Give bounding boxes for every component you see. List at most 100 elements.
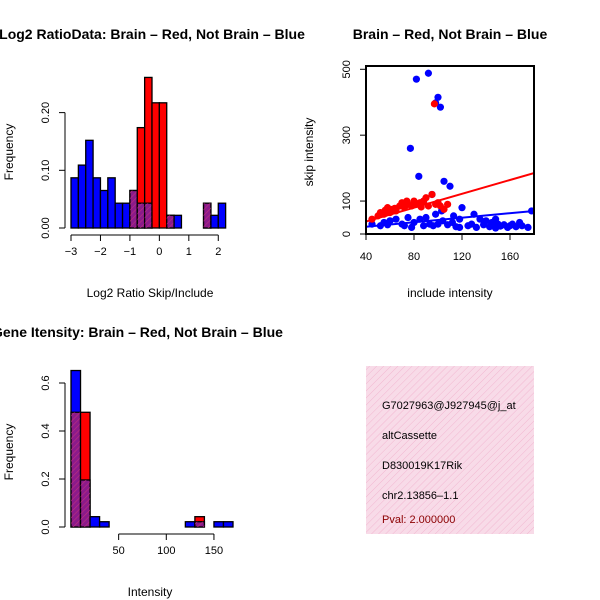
scatter-point-blue xyxy=(412,75,420,83)
histogram-bar xyxy=(121,202,131,229)
histogram-bar xyxy=(217,202,227,229)
histogram-bar xyxy=(151,102,161,229)
histogram-bar xyxy=(92,177,102,229)
scatter-point-red xyxy=(381,206,389,214)
info-gene-name: D830019K17Rik xyxy=(382,460,463,472)
ratio-histogram-panel: Log2 RatioData: Brain – Red, Not Brain –… xyxy=(0,26,305,300)
ratio-histogram-bars xyxy=(70,76,227,229)
y-tick-label: 0.2 xyxy=(40,471,52,486)
scatter-panel: Brain – Red, Not Brain – Blue 40 80 120 160… xyxy=(302,26,547,300)
regression-line-red xyxy=(366,172,534,223)
scatter-point-red xyxy=(430,100,438,108)
x-tick-label: −2 xyxy=(94,246,107,258)
ratio-histogram-ylabel: Frequency xyxy=(2,124,16,181)
scatter-point-blue xyxy=(508,220,516,228)
intensity-histogram-axes: 50 100 150 0.0 0.2 0.4 0.6 xyxy=(40,375,223,557)
histogram-bar xyxy=(114,202,124,229)
scatter-point-blue xyxy=(480,221,488,229)
intensity-histogram-title: Exon-Gene Itensity: Brain – Red, Not Bra… xyxy=(0,324,283,340)
histogram-overlap-hatch xyxy=(80,479,91,527)
histogram-bar xyxy=(85,139,94,229)
histogram-overlap-hatch xyxy=(129,190,138,228)
y-tick-label: 0.4 xyxy=(40,423,52,438)
x-tick-label: 2 xyxy=(215,246,221,258)
scatter-point-blue xyxy=(524,223,532,232)
y-tick-label: 0.10 xyxy=(40,160,52,181)
scatter-title: Brain – Red, Not Brain – Blue xyxy=(353,26,548,42)
scatter-plot-area xyxy=(366,69,534,232)
intensity-histogram-xlabel: Intensity xyxy=(128,585,173,599)
intensity-histogram-ylabel: Frequency xyxy=(2,424,16,481)
histogram-bar xyxy=(213,521,225,528)
scatter-point-blue xyxy=(432,210,440,218)
scatter-point-blue xyxy=(492,215,500,223)
scatter-point-blue xyxy=(436,103,444,111)
scatter-point-red xyxy=(440,205,448,213)
scatter-point-red xyxy=(391,204,399,212)
histogram-overlap-hatch xyxy=(144,203,152,228)
scatter-point-blue xyxy=(422,213,430,222)
histogram-bar xyxy=(98,521,110,528)
y-tick-label: 100 xyxy=(341,192,353,210)
scatter-point-blue xyxy=(458,204,466,212)
scatter-point-red xyxy=(444,200,452,208)
scatter-point-blue xyxy=(434,93,442,101)
histogram-overlap-hatch xyxy=(71,412,81,527)
x-tick-label: 40 xyxy=(360,251,372,263)
y-tick-label: 0.6 xyxy=(40,375,52,390)
histogram-bar xyxy=(89,516,101,528)
y-tick-label: 0.0 xyxy=(40,519,52,534)
scatter-plot-content: 40 80 120 160 0 100 300 500 xyxy=(341,60,535,263)
regression-line-blue xyxy=(366,209,534,228)
info-box: G7027963@J927945@j_at altCassette D83001… xyxy=(366,366,534,534)
ratio-histogram-title: Log2 RatioData: Brain – Red, Not Brain –… xyxy=(0,26,305,42)
info-event-type: altCassette xyxy=(382,430,437,442)
histogram-overlap-hatch xyxy=(203,203,211,228)
scatter-ylabel: skip intensity xyxy=(302,118,316,187)
x-tick-label: 150 xyxy=(205,545,223,557)
intensity-histogram-bars xyxy=(70,369,234,528)
scatter-point-red xyxy=(403,197,411,205)
info-locus: chr2.13856–1.1 xyxy=(382,490,458,502)
scatter-point-blue xyxy=(496,222,504,230)
y-tick-label: 0.00 xyxy=(40,217,52,238)
scatter-xlabel: include intensity xyxy=(407,286,492,300)
histogram-bar xyxy=(158,102,168,229)
x-tick-label: 160 xyxy=(501,251,519,263)
ratio-histogram-xlabel: Log2 Ratio Skip/Include xyxy=(87,286,214,300)
scatter-point-blue xyxy=(415,172,423,180)
ratio-histogram-axes: −3 −2 −1 0 1 2 0.00 0.10 0.20 xyxy=(40,102,221,258)
x-tick-label: −1 xyxy=(124,246,137,258)
histogram-overlap-hatch xyxy=(166,215,175,228)
x-tick-label: 1 xyxy=(186,246,192,258)
x-tick-label: −3 xyxy=(65,246,78,258)
scatter-point-red xyxy=(422,194,430,202)
intensity-histogram-panel: Exon-Gene Itensity: Brain – Red, Not Bra… xyxy=(0,324,283,599)
scatter-point-blue xyxy=(440,177,448,185)
y-tick-label: 500 xyxy=(341,60,353,78)
scatter-point-red xyxy=(428,190,436,199)
histogram-bar xyxy=(77,164,87,229)
histogram-bar xyxy=(70,177,80,229)
histogram-bar xyxy=(222,521,234,528)
x-tick-label: 100 xyxy=(157,545,175,557)
scatter-point-blue xyxy=(486,223,494,231)
scatter-point-blue xyxy=(406,144,414,152)
scatter-point-blue xyxy=(516,218,524,227)
x-tick-label: 50 xyxy=(113,545,125,557)
y-tick-label: 300 xyxy=(341,126,353,144)
histogram-bar xyxy=(173,214,183,229)
histogram-overlap-hatch xyxy=(137,203,145,228)
y-tick-label: 0 xyxy=(341,231,353,237)
info-box-clip: G7027963@J927945@j_at altCassette D83001… xyxy=(382,400,516,526)
scatter-point-blue xyxy=(468,220,476,228)
scatter-point-blue xyxy=(392,215,400,223)
histogram-bar xyxy=(210,214,219,229)
scatter-point-blue xyxy=(424,69,432,77)
scatter-point-blue xyxy=(446,182,454,190)
scatter-point-blue xyxy=(476,215,484,223)
histogram-bar xyxy=(184,521,196,528)
scatter-point-blue xyxy=(404,213,412,222)
info-box-hatch xyxy=(366,366,534,534)
